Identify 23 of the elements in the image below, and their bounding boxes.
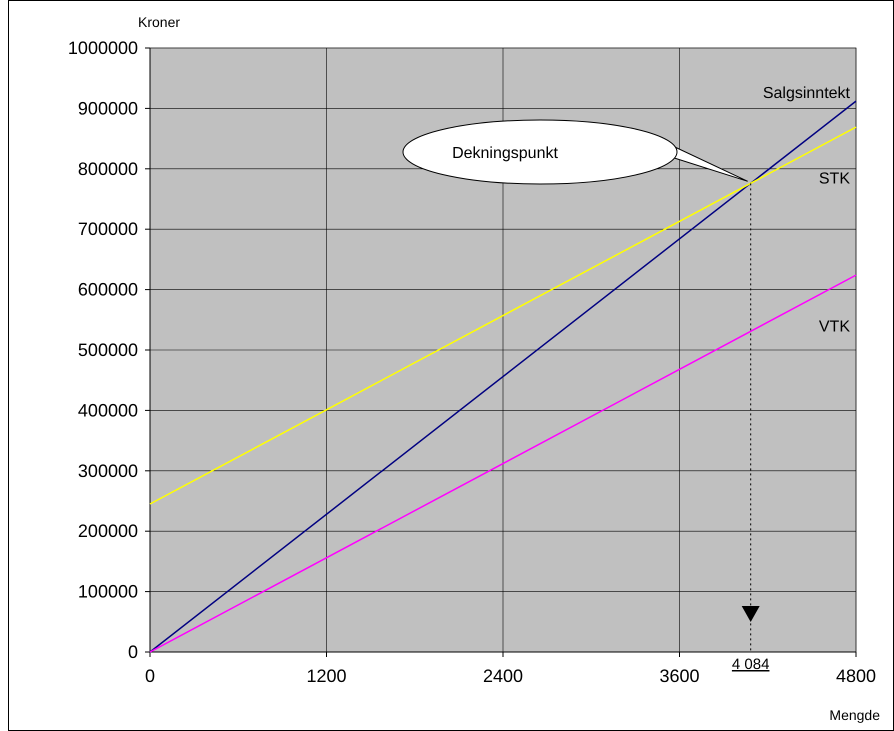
y-axis-title: Kroner	[138, 14, 180, 30]
y-tick-label: 100000	[78, 582, 138, 602]
annotation: Dekningspunkt	[452, 145, 558, 162]
y-tick-label: 400000	[78, 400, 138, 420]
y-tick-label: 700000	[78, 219, 138, 240]
x-axis-title: Mengde	[829, 707, 880, 723]
series-label: STK	[818, 170, 850, 188]
x-tick-label: 3600	[659, 666, 700, 686]
y-tick-label: 800000	[78, 158, 138, 179]
x-tick-label: 1200	[306, 666, 347, 686]
x-tick-label: 2400	[482, 666, 524, 686]
ref-line-label: 4 084	[732, 656, 770, 673]
y-tick-label: 1000000	[68, 38, 138, 58]
y-tick-label: 600000	[78, 280, 138, 300]
y-tick-label: 300000	[78, 460, 138, 481]
y-tick-label: 900000	[78, 98, 138, 118]
x-tick-label: 4800	[836, 666, 876, 686]
y-tick-label: 0	[128, 642, 138, 662]
y-tick-label: 200000	[78, 521, 138, 542]
series-label: VTK	[818, 318, 850, 336]
y-tick-label: 500000	[78, 340, 138, 360]
x-tick-label: 0	[144, 666, 156, 686]
series-label: Salgsinntekt	[762, 84, 851, 102]
